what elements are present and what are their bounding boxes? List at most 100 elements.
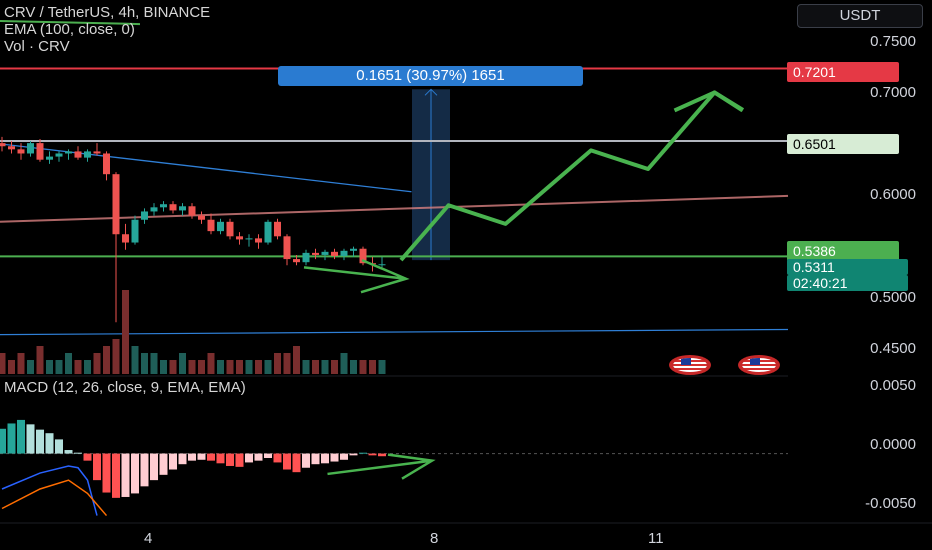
macd-histogram-bar <box>226 453 234 466</box>
macd-histogram-bar <box>349 453 358 456</box>
macd-histogram-bar <box>368 453 377 456</box>
last-price-pill: 0.5311 <box>787 259 908 275</box>
measure-arrowhead <box>424 88 438 96</box>
signal-line <box>1 479 108 517</box>
candle-body <box>198 215 205 220</box>
volume-bar <box>160 360 167 374</box>
support-price-pill: 0.5386 <box>787 241 899 261</box>
macd-histogram-bar <box>330 453 339 462</box>
time-tick: 4 <box>144 530 153 547</box>
macd-histogram-bar <box>36 429 44 454</box>
macd-histogram-bar <box>321 453 329 464</box>
volume-bar <box>207 353 215 374</box>
volume-bar <box>188 360 196 374</box>
price-tick: 0.7000 <box>870 84 916 101</box>
volume-bar <box>0 353 6 374</box>
macd-histogram-bar <box>340 453 348 460</box>
candle-body <box>188 206 196 216</box>
projection-arrowhead <box>673 90 744 113</box>
candle-body <box>245 238 253 240</box>
candle-body <box>131 219 139 243</box>
volume-bar <box>198 360 205 374</box>
volume-bar <box>321 360 329 374</box>
macd-histogram-bar <box>273 453 282 463</box>
macd-histogram-bar <box>112 453 120 498</box>
candle-body <box>112 174 120 235</box>
volume-bar <box>93 353 101 374</box>
macd-histogram-bar <box>378 453 386 457</box>
currency-button[interactable]: USDT <box>797 4 923 28</box>
volume-bar <box>27 360 34 374</box>
macd-histogram-bar <box>102 453 111 493</box>
volume-bar <box>217 360 224 374</box>
trend-line-upper <box>0 19 141 26</box>
macd-histogram-bar <box>93 453 101 481</box>
symbol-title[interactable]: CRV / TetherUS, 4h, BINANCE <box>4 4 211 21</box>
macd-histogram-bar <box>169 453 177 470</box>
volume-indicator-label[interactable]: Vol · CRV <box>4 38 70 55</box>
volume-bar <box>112 339 120 374</box>
volume-bar <box>131 346 139 374</box>
macd-histogram-bar <box>74 452 82 454</box>
volume-bar <box>302 360 310 374</box>
macd-tick: 0.0050 <box>870 377 916 394</box>
volume-bar <box>369 360 376 374</box>
candle-body <box>312 252 319 255</box>
volume-bar <box>255 360 262 374</box>
candle-body <box>264 221 272 243</box>
candle-body <box>8 146 15 150</box>
macd-histogram-bar <box>188 453 196 461</box>
macd-histogram-bar <box>359 452 367 454</box>
ema-line <box>1 143 412 193</box>
macd-histogram-bar <box>254 453 263 461</box>
candle-body <box>340 250 348 256</box>
macd-indicator-label[interactable]: MACD (12, 26, close, 9, EMA, EMA) <box>4 379 246 396</box>
macd-histogram-bar <box>55 439 63 454</box>
macd-histogram-bar <box>64 450 73 454</box>
macd-tick: -0.0050 <box>865 495 916 512</box>
volume-bar <box>312 360 319 374</box>
macd-histogram-bar <box>26 424 35 454</box>
channel-bottom-line <box>0 328 789 336</box>
candle-body <box>283 236 291 260</box>
measure-label[interactable]: 0.1651 (30.97%) 1651 <box>278 66 583 86</box>
macd-histogram-bar <box>45 433 54 454</box>
volume-bar <box>226 360 234 374</box>
macd-histogram-bar <box>197 453 206 460</box>
volume-bar <box>122 290 129 374</box>
candle-body <box>103 153 110 175</box>
volume-bar <box>274 353 281 374</box>
volume-bar <box>169 360 177 374</box>
volume-bar <box>150 353 158 374</box>
candle-body <box>150 207 158 212</box>
macd-tick: 0.0000 <box>870 436 916 453</box>
price-tick: 0.5000 <box>870 289 916 306</box>
candle-body <box>359 248 367 264</box>
candle-body <box>74 151 82 158</box>
macd-histogram-bar <box>7 423 16 454</box>
volume-bar <box>331 360 338 374</box>
volume-bar <box>245 360 253 374</box>
volume-bar <box>141 353 148 374</box>
macd-histogram-bar <box>178 453 187 465</box>
candle-body <box>27 143 34 154</box>
ema-indicator-label[interactable]: EMA (100, close, 0) <box>4 21 135 38</box>
volume-bar <box>179 353 186 374</box>
volume-bar <box>378 360 386 374</box>
macd-histogram-bar <box>140 453 149 487</box>
candle-body <box>321 251 329 255</box>
volume-bar <box>283 353 291 374</box>
candle-body <box>93 151 101 154</box>
candle-body <box>122 234 129 243</box>
macd-line <box>1 465 98 516</box>
macd-histogram-bar <box>83 453 92 461</box>
candle-body <box>207 219 215 232</box>
candle-body <box>160 204 167 208</box>
macd-histogram-bar <box>235 453 244 467</box>
candle-body <box>378 264 386 266</box>
candle-body <box>141 211 148 220</box>
us-flag-icon[interactable] <box>738 355 780 375</box>
candle-body <box>293 259 300 263</box>
us-flag-icon[interactable] <box>669 355 711 375</box>
